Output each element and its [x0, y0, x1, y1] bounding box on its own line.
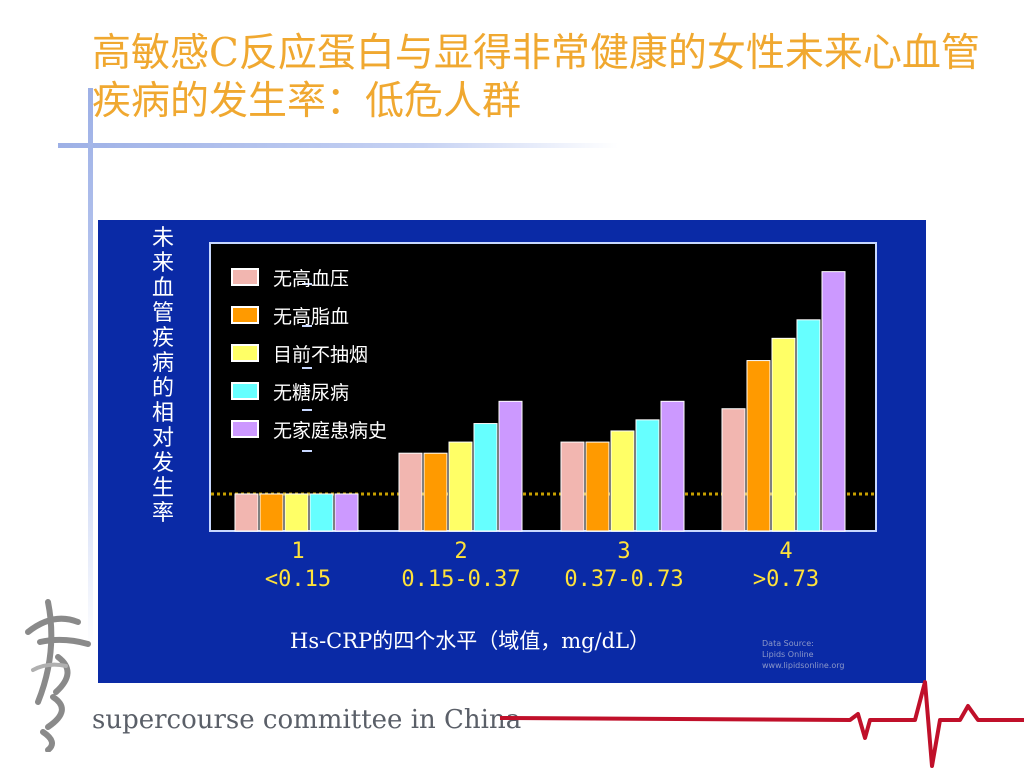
legend-item: 目前不抽烟 [231, 334, 387, 372]
bar-layer [211, 271, 875, 532]
legend-swatch [231, 382, 259, 400]
legend-label: 无高血压 [273, 267, 350, 290]
bar [585, 441, 610, 532]
source-line: Data Source: [762, 639, 814, 648]
calligraphy-logo-icon [25, 599, 91, 752]
x-tick-range: >0.73 [752, 567, 820, 592]
source-line: Lipids Online [762, 650, 814, 659]
y-tick [302, 325, 312, 327]
legend-swatch [231, 344, 259, 362]
x-category-1: 1 <0.15 [223, 538, 373, 594]
bar [721, 408, 746, 532]
bar [796, 319, 821, 532]
x-tick-level: 2 [454, 539, 468, 564]
bar [560, 441, 585, 532]
legend-item: 无高脂血 [231, 296, 387, 334]
y-tick [302, 283, 312, 285]
decorative-vertical-bar [88, 88, 93, 648]
x-tick-range: 0.15-0.37 [401, 567, 521, 592]
bar [259, 493, 284, 532]
legend-swatch [231, 268, 259, 286]
bar [746, 360, 771, 532]
bar [771, 337, 796, 532]
y-tick [302, 409, 312, 411]
x-tick-range: 0.37-0.73 [564, 567, 684, 592]
legend-swatch [231, 420, 259, 438]
bar [284, 493, 309, 532]
chart-panel: 未来血管疾病的相对发生率 无高血压 无高脂血 目前不抽烟 无糖尿病 无家庭患病史… [98, 220, 926, 683]
slide-title: 高敏感C反应蛋白与显得非常健康的女性未来心血管疾病的发生率：低危人群 [92, 31, 980, 124]
legend-item: 无高血压 [231, 258, 387, 296]
bar [448, 441, 473, 532]
legend-item: 无家庭患病史 [231, 410, 387, 448]
legend-label: 无糖尿病 [273, 381, 350, 404]
bar [635, 419, 660, 532]
legend-swatch [231, 306, 259, 324]
x-category-2: 2 0.15-0.37 [386, 538, 536, 594]
ecg-line-icon [499, 680, 1024, 768]
y-tick [302, 367, 312, 369]
y-tick [302, 450, 312, 452]
decorative-horizontal-bar [58, 143, 618, 148]
bar [498, 400, 523, 532]
legend-label: 无家庭患病史 [273, 419, 388, 442]
bar [334, 493, 359, 532]
x-tick-range: <0.15 [264, 567, 332, 592]
legend: 无高血压 无高脂血 目前不抽烟 无糖尿病 无家庭患病史 [231, 258, 387, 448]
x-axis-label: Hs-CRP的四个水平（域值，mg/dL） [290, 629, 651, 653]
legend-label: 目前不抽烟 [273, 343, 369, 366]
bar [398, 452, 423, 532]
x-tick-level: 1 [291, 539, 305, 564]
legend-item: 无糖尿病 [231, 372, 387, 410]
x-category-4: 4 >0.73 [711, 538, 861, 594]
x-tick-level: 4 [779, 539, 793, 564]
bar [660, 400, 685, 532]
legend-label: 无高脂血 [273, 305, 350, 328]
bar [821, 271, 846, 532]
x-tick-level: 3 [617, 539, 631, 564]
bar [473, 423, 498, 532]
x-category-3: 3 0.37-0.73 [549, 538, 699, 594]
footer-text: supercourse committee in China [92, 705, 522, 735]
bar [309, 493, 334, 532]
y-axis-label: 未来血管疾病的相对发生率 [151, 226, 174, 526]
bar [423, 452, 448, 532]
data-source-note: Data Source: Lipids Online www.lipidsonl… [762, 638, 872, 671]
bar [610, 430, 635, 532]
bar [234, 493, 259, 532]
source-line: www.lipidsonline.org [762, 661, 845, 670]
